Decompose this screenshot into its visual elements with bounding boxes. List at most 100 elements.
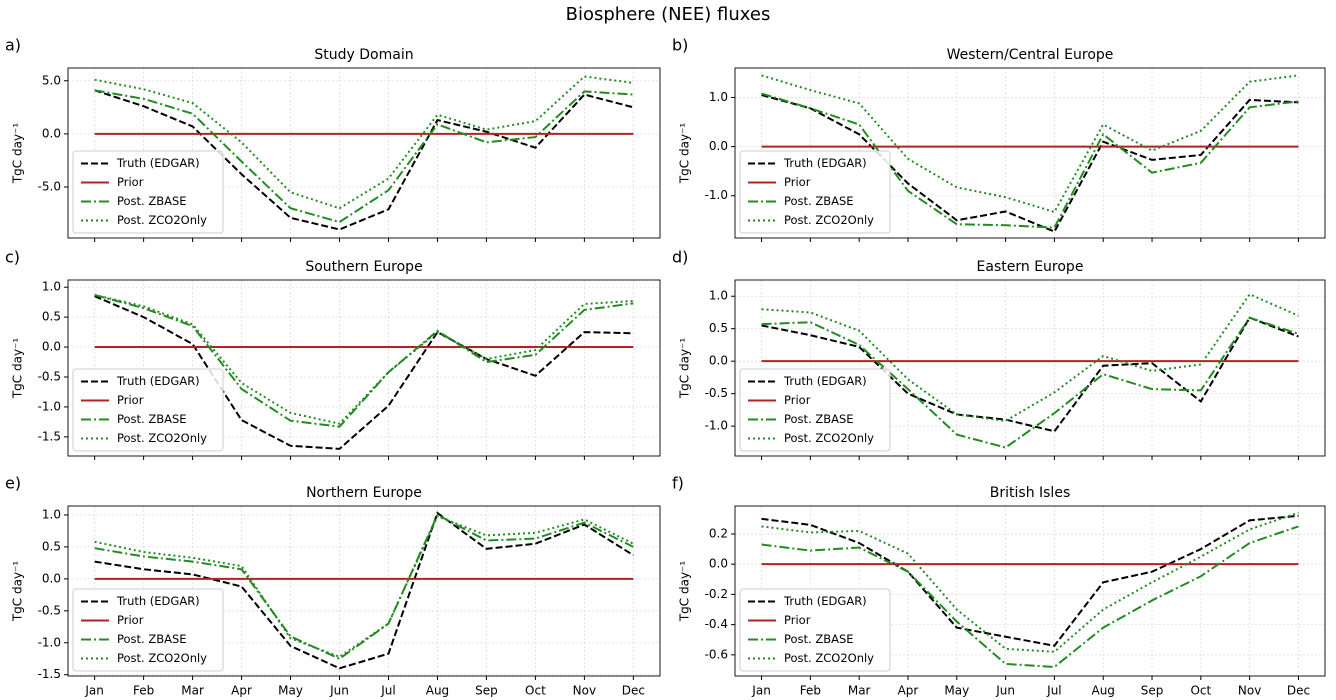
series-line	[761, 293, 1299, 422]
legend-label: Truth (EDGAR)	[116, 156, 200, 170]
y-tick-label: -1.0	[705, 419, 728, 433]
series-line	[761, 92, 1299, 229]
y-tick-label: 1.0	[709, 90, 728, 104]
legend-label: Prior	[784, 393, 811, 407]
y-tick-label: 1.0	[42, 280, 61, 294]
series-line	[761, 316, 1299, 449]
y-tick-label: 0.5	[42, 310, 61, 324]
y-tick-label: 0.0	[42, 571, 61, 585]
series-line	[94, 89, 634, 231]
x-tick-label: Nov	[573, 684, 596, 698]
plot-frame	[67, 67, 661, 239]
legend-label: Prior	[784, 175, 811, 189]
x-tick-label: Nov	[1238, 684, 1261, 698]
x-tick-label: Jul	[1046, 684, 1061, 698]
legend-label: Post. ZCO2Only	[784, 651, 874, 665]
chart-title: Eastern Europe	[977, 259, 1084, 275]
series-line	[94, 295, 634, 450]
y-axis-label: TgC day⁻¹	[11, 338, 25, 400]
x-tick-label: Oct	[525, 684, 546, 698]
y-tick-label: 0.0	[709, 354, 728, 368]
legend-label: Post. ZBASE	[784, 632, 854, 646]
x-tick-label: Oct	[1190, 684, 1211, 698]
plot-frame	[734, 279, 1326, 457]
plot-frame	[734, 67, 1326, 239]
y-tick-label: 0.0	[42, 340, 61, 354]
figure-title: Biosphere (NEE) fluxes	[566, 4, 771, 25]
y-tick-label: -0.2	[705, 587, 728, 601]
legend-box	[72, 150, 224, 234]
y-tick-label: -0.4	[705, 617, 728, 631]
legend-label: Post. ZBASE	[784, 194, 854, 208]
y-tick-label: -1.0	[38, 635, 61, 649]
y-tick-label: -1.5	[38, 429, 61, 443]
legend-label: Prior	[784, 613, 811, 627]
legend-label: Post. ZCO2Only	[117, 431, 207, 445]
legend-label: Post. ZCO2Only	[784, 213, 874, 227]
legend-label: Truth (EDGAR)	[783, 156, 867, 170]
x-tick-label: Aug	[426, 684, 449, 698]
legend-label: Post. ZBASE	[784, 412, 854, 426]
legend-label: Post. ZBASE	[117, 632, 187, 646]
legend-label: Truth (EDGAR)	[783, 594, 867, 608]
y-tick-label: -1.0	[705, 188, 728, 202]
y-tick-label: -5.0	[38, 180, 61, 194]
legend-label: Truth (EDGAR)	[783, 374, 867, 388]
plot-frame	[67, 279, 661, 457]
chart-title: Southern Europe	[305, 259, 422, 275]
panel-label: f)	[672, 474, 684, 493]
chart-title: British Isles	[990, 485, 1070, 501]
series-line	[94, 293, 634, 425]
x-tick-label: Jan	[751, 684, 771, 698]
x-tick-label: Mar	[181, 684, 204, 698]
series-line	[761, 525, 1299, 668]
y-axis-label: TgC day⁻¹	[678, 123, 692, 185]
series-line	[761, 316, 1299, 433]
legend-box	[739, 368, 891, 452]
y-axis-label: TgC day⁻¹	[678, 338, 692, 400]
panel-label: a)	[5, 36, 21, 55]
x-tick-label: May	[944, 684, 969, 698]
y-tick-label: -1.0	[38, 399, 61, 413]
y-tick-label: 1.0	[42, 507, 61, 521]
x-tick-label: May	[278, 684, 303, 698]
x-tick-label: Sep	[475, 684, 498, 698]
y-tick-label: 0.0	[709, 139, 728, 153]
x-tick-label: Apr	[898, 684, 919, 698]
legend-label: Truth (EDGAR)	[116, 594, 200, 608]
panel-label: d)	[672, 248, 688, 267]
y-tick-label: -0.5	[705, 386, 728, 400]
legend-box	[72, 368, 224, 452]
plot-frame	[67, 505, 661, 677]
series-line	[94, 294, 634, 428]
y-axis-label: TgC day⁻¹	[11, 561, 25, 623]
series-line	[761, 514, 1299, 647]
chart-title: Western/Central Europe	[947, 47, 1114, 63]
chart-title: Northern Europe	[306, 485, 422, 501]
x-tick-label: Aug	[1091, 684, 1114, 698]
y-tick-label: 0.0	[42, 126, 61, 140]
y-tick-label: 0.5	[709, 321, 728, 335]
legend-label: Post. ZCO2Only	[117, 213, 207, 227]
panel-label: c)	[5, 248, 20, 267]
legend-label: Prior	[117, 175, 144, 189]
panel-label: e)	[5, 474, 21, 493]
y-tick-label: 0.0	[709, 557, 728, 571]
x-tick-label: Mar	[848, 684, 871, 698]
x-tick-label: Jan	[84, 684, 104, 698]
legend-box	[739, 150, 891, 234]
series-line	[94, 513, 634, 660]
y-tick-label: -1.5	[38, 667, 61, 681]
legend-label: Truth (EDGAR)	[116, 374, 200, 388]
y-axis-label: TgC day⁻¹	[678, 561, 692, 623]
legend-box	[739, 588, 891, 672]
y-tick-label: 5.0	[42, 73, 61, 87]
series-line	[94, 89, 634, 224]
panel-label: b)	[672, 36, 688, 55]
y-axis-label: TgC day⁻¹	[11, 123, 25, 185]
legend-box	[72, 588, 224, 672]
legend-label: Prior	[117, 393, 144, 407]
y-tick-label: 1.0	[709, 289, 728, 303]
x-tick-label: Dec	[622, 684, 645, 698]
